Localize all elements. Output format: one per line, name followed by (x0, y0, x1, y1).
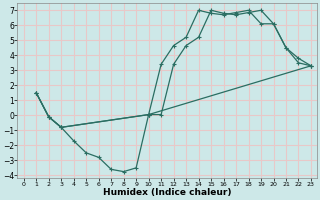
X-axis label: Humidex (Indice chaleur): Humidex (Indice chaleur) (103, 188, 232, 197)
